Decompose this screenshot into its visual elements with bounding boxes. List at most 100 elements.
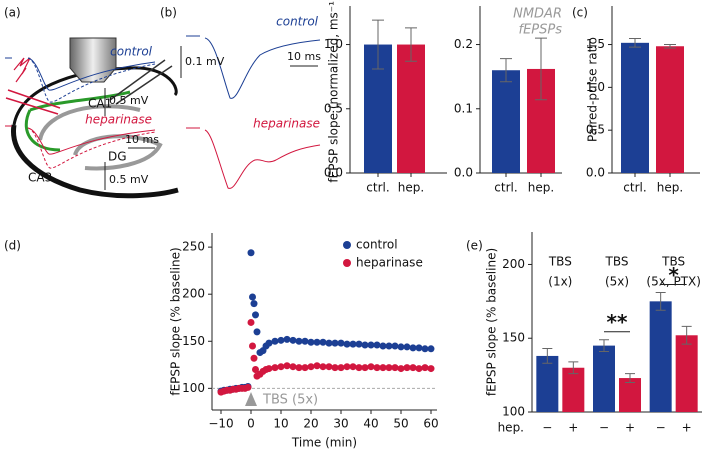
data-point (250, 354, 258, 362)
y-axis-label: fEPSP slope (% baseline) (485, 248, 499, 396)
data-point (409, 344, 417, 352)
group-sign: − (599, 421, 609, 435)
data-point (252, 366, 259, 374)
panel-label: (c) (572, 6, 588, 20)
scale-bar-label: 10 ms (287, 50, 321, 63)
data-point (250, 300, 258, 308)
y-tick-label: 1.5 (586, 37, 605, 51)
bar (562, 367, 585, 412)
y-tick-label: 150 (182, 334, 205, 348)
x-tick-label: hep. (398, 181, 424, 195)
y-axis-label: Paired-pulse ratio (586, 37, 600, 142)
data-point (295, 337, 303, 345)
legend-marker (343, 241, 351, 249)
data-point (427, 365, 435, 373)
data-point (361, 341, 369, 349)
annotation-arrow (245, 392, 257, 406)
bar (649, 301, 672, 412)
example-traces (5, 57, 156, 190)
region-label: DG (108, 150, 127, 164)
group-sign: − (656, 421, 666, 435)
data-point (307, 363, 315, 371)
x-tick-label: 50 (393, 417, 408, 431)
data-point (409, 364, 417, 372)
data-point (337, 364, 345, 372)
scale-bar-label: 0.1 mV (185, 55, 225, 68)
data-point (367, 363, 375, 371)
data-point (313, 338, 321, 346)
y-axis-label: fEPSP slope (normalized, ms⁻¹) (327, 0, 341, 183)
data-point (253, 328, 261, 336)
x-tick-label: 20 (303, 417, 318, 431)
region-label: CA1 (88, 97, 112, 111)
data-point (385, 364, 393, 372)
y-tick-label: 1.0 (324, 37, 343, 51)
data-point (385, 342, 393, 350)
data-point (271, 364, 279, 372)
error-bar (568, 361, 579, 375)
panel-label: (d) (4, 239, 21, 253)
data-point (415, 344, 423, 352)
data-point (301, 364, 309, 372)
data-point (403, 364, 411, 372)
data-point (289, 336, 297, 344)
data-point (421, 364, 429, 372)
significance: * (668, 263, 679, 287)
x-tick-label: 30 (333, 417, 348, 431)
error-bar (629, 38, 641, 48)
data-point (373, 341, 381, 349)
legend-marker (343, 259, 351, 267)
data-point (379, 342, 387, 350)
data-point (325, 339, 333, 347)
bar (397, 44, 425, 174)
legend-label: control (356, 238, 398, 252)
group-label: (5x, PTX) (646, 275, 701, 289)
data-point (277, 363, 285, 371)
x-tick-label: hep. (657, 181, 683, 195)
group-sign: − (542, 421, 552, 435)
error-bar (372, 19, 384, 70)
error-bar (664, 44, 676, 49)
y-tick-label: 0.0 (586, 166, 605, 180)
trace-label: control (110, 45, 153, 59)
y-tick-label: 0.0 (454, 166, 473, 180)
data-point (331, 364, 339, 372)
data-point (271, 337, 279, 345)
y-tick-label: 0.0 (324, 166, 343, 180)
significance: ** (607, 310, 628, 334)
x-tick-label: 40 (363, 417, 378, 431)
data-point (252, 311, 259, 319)
scale-bar-label: 0.5 mV (109, 173, 149, 186)
scale-bar-label: 0.5 mV (109, 94, 149, 107)
data-point (301, 337, 309, 345)
y-tick-label: 200 (502, 257, 525, 271)
data-point (283, 362, 291, 370)
data-point (283, 335, 291, 343)
x-tick-label: ctrl. (623, 181, 646, 195)
group-label: TBS (548, 255, 572, 269)
data-point (313, 362, 321, 370)
error-bar (405, 27, 417, 62)
data-point (427, 345, 435, 353)
data-point (397, 343, 405, 351)
y-tick-label: 100 (502, 405, 525, 419)
group-sign: + (625, 421, 635, 435)
y-tick-label: 0.5 (586, 123, 605, 137)
y-tick-label: 150 (502, 331, 525, 345)
x-tick-label: hep. (528, 181, 554, 195)
y-tick-label: 0.1 (454, 101, 473, 115)
data-point (367, 341, 375, 349)
data-point (349, 340, 357, 348)
data-point (249, 293, 256, 301)
group-sign: + (568, 421, 578, 435)
group-sign: + (682, 421, 692, 435)
data-point (265, 339, 273, 347)
data-point (403, 343, 411, 351)
x-axis-label: hep. (498, 421, 524, 435)
x-tick-label: −10 (208, 417, 233, 431)
region-label: CA3 (28, 171, 52, 185)
data-point (421, 345, 429, 353)
panel-label: (e) (466, 239, 483, 253)
y-tick-label: 0.2 (454, 37, 473, 51)
